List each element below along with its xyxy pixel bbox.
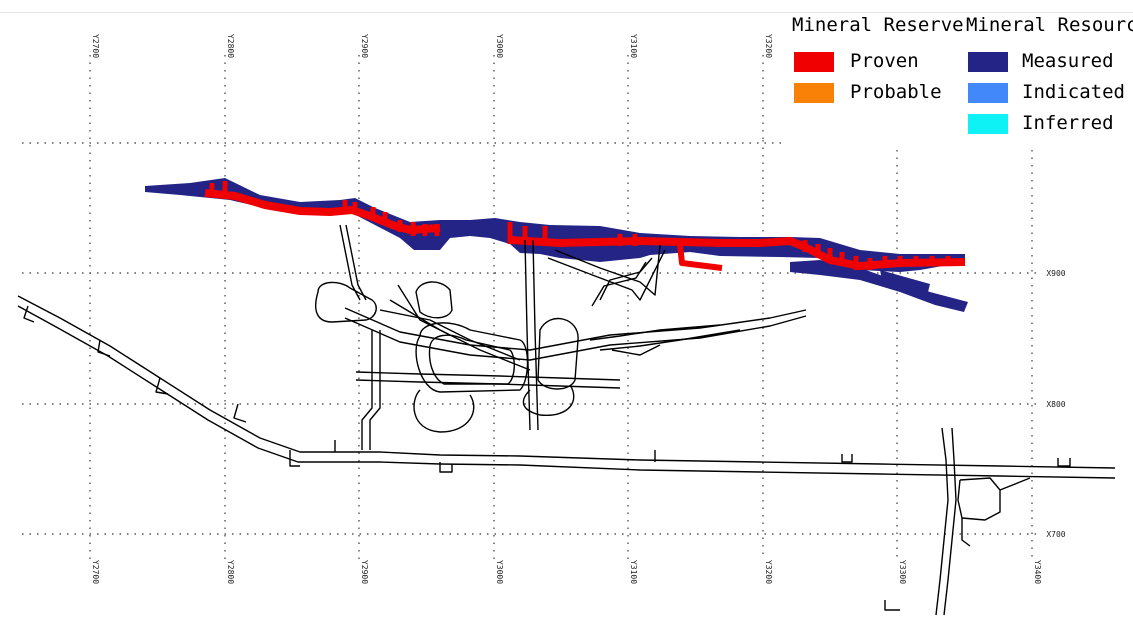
- east-shaft-east-wall: [943, 427, 957, 616]
- decline-alcove-10: [1057, 458, 1071, 467]
- grid-label-y2800: Y2800: [226, 34, 235, 58]
- grid-label-y3000: Y3000: [495, 34, 504, 58]
- level-drive-1: [344, 307, 807, 351]
- raise-centre-1: [524, 239, 531, 431]
- ramp-loop-east: [537, 317, 579, 390]
- decline-alcove-4: [233, 403, 247, 423]
- ramp-loop-south-east: [522, 384, 575, 416]
- legend-item-indicated: Indicated: [966, 81, 1132, 105]
- legend-item-probable: Probable: [792, 81, 952, 105]
- measured-label: Measured: [1022, 50, 1114, 72]
- legend-item-inferred: Inferred: [966, 112, 1132, 136]
- crosscut-east-1: [589, 324, 721, 341]
- crosscut-north-2: [547, 249, 666, 301]
- level-drive-2: [344, 315, 807, 361]
- decline-alcove-5: [289, 450, 300, 467]
- crosscut-east-2: [599, 329, 741, 351]
- east-workshop-bay: [961, 518, 971, 547]
- proven-label: Proven: [850, 50, 919, 72]
- east-shaft-west-wall: [935, 427, 949, 616]
- proven-stope-teeth: [209, 181, 951, 270]
- ramp-loop-northeast: [415, 281, 453, 319]
- decline-alcove-2: [97, 339, 111, 357]
- proven-swatch: [794, 52, 834, 72]
- shaft-bottom-stub: [884, 600, 900, 611]
- main-decline-north-wall: [17, 295, 1116, 469]
- legend-mineral-resource: Mineral Resource Measured Indicated Infe…: [966, 14, 1133, 144]
- grid-label-y3200: Y3200: [764, 34, 773, 58]
- legend-resource-title: Mineral Resource: [966, 14, 1133, 36]
- grid-label-y2900: Y2900: [360, 34, 369, 58]
- main-decline-south-wall: [17, 305, 1116, 479]
- decline-alcove-9: [841, 454, 853, 463]
- indicated-swatch: [968, 83, 1008, 103]
- decline-alcove-1: [23, 305, 35, 323]
- legend-reserve-title: Mineral Reserve: [792, 14, 964, 36]
- decline-alcove-7: [439, 462, 453, 473]
- crosscut-north-1: [554, 244, 661, 296]
- east-ramp-2: [591, 261, 647, 307]
- proven-east-drive: [509, 236, 966, 270]
- crosscut-diagonal-2: [389, 299, 531, 371]
- grid-label-x900: X900: [1046, 269, 1065, 278]
- grid-label-y2700: Y2700: [91, 560, 100, 584]
- grid-label-y3200: Y3200: [764, 560, 773, 584]
- grid-label-y3000: Y3000: [495, 560, 504, 584]
- legend-item-proven: Proven: [792, 50, 952, 74]
- ramp-loop-inner: [428, 334, 515, 385]
- raise-centre-2: [532, 239, 539, 431]
- grid-label-y3300: Y3300: [898, 560, 907, 584]
- east-workshop-spur: [999, 477, 1031, 491]
- east-spur: [611, 344, 661, 356]
- ramp-loop-west: [314, 281, 377, 323]
- east-ramp-1: [599, 257, 653, 301]
- ramp-loop-south-west: [413, 389, 475, 433]
- east-workshop-outline: [957, 477, 1001, 521]
- measured-zone-east-tail: [790, 260, 968, 312]
- proven-reserve-zone: [204, 181, 966, 271]
- grid-label-y2700: Y2700: [91, 34, 100, 58]
- grid-label-y2800: Y2800: [226, 560, 235, 584]
- measured-resource-zone: [145, 178, 968, 312]
- grid-label-y3100: Y3100: [629, 560, 638, 584]
- raise-west-1: [339, 224, 361, 301]
- crosscut-diagonal-3: [397, 284, 451, 336]
- measured-zone-west: [145, 178, 965, 272]
- grid-label-y3400: Y3400: [1033, 560, 1042, 584]
- measured-zone-branch: [880, 270, 930, 292]
- underground-workings: [17, 224, 1116, 616]
- crosscut-south-2: [369, 330, 381, 450]
- measured-swatch: [968, 52, 1008, 72]
- grid-labels-top: Y2700 Y2800 Y2900 Y3000 Y3100 Y3200: [91, 34, 773, 58]
- grid-labels-bottom: Y2700 Y2800 Y2900 Y3000 Y3100 Y3200 Y3300 Y3400: [91, 560, 1042, 584]
- grid-label-y2900: Y2900: [360, 560, 369, 584]
- grid-labels-right: X900 X800 X700: [1046, 269, 1065, 539]
- crosscut-diagonal-1: [379, 309, 521, 361]
- grid-label-x700: X700: [1046, 530, 1065, 539]
- grid-label-y3100: Y3100: [629, 34, 638, 58]
- level-drive-3: [355, 371, 621, 381]
- probable-label: Probable: [850, 81, 942, 103]
- proven-crosscut-spur: [677, 244, 723, 271]
- indicated-label: Indicated: [1022, 81, 1125, 103]
- legend-mineral-reserve: Mineral Reserve Proven Probable: [792, 14, 964, 144]
- raise-west-2: [345, 224, 367, 301]
- probable-swatch: [794, 83, 834, 103]
- inferred-swatch: [968, 114, 1008, 134]
- grid-label-x800: X800: [1046, 400, 1065, 409]
- frame-top-border: [0, 12, 1133, 13]
- legend-item-measured: Measured: [966, 50, 1132, 74]
- decline-alcove-3: [155, 377, 169, 395]
- level-drive-4: [355, 379, 621, 389]
- inferred-label: Inferred: [1022, 112, 1114, 134]
- crosscut-south-1: [361, 330, 373, 450]
